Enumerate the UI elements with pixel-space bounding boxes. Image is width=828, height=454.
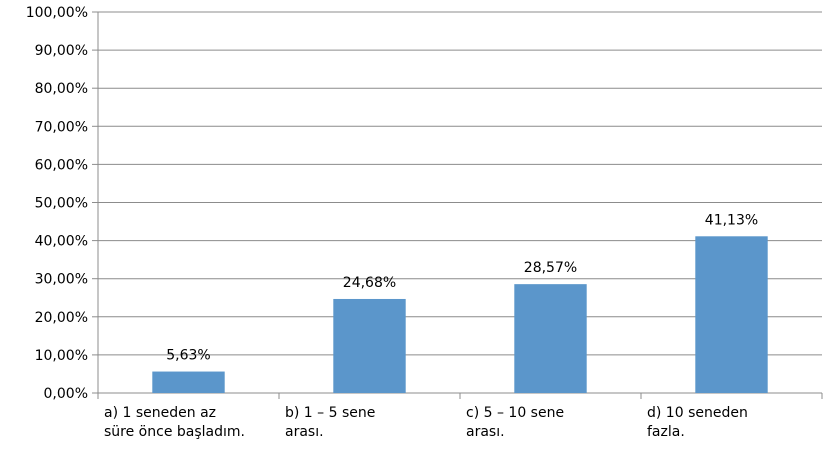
- category-label: b) 1 – 5 sene arası.: [285, 405, 375, 440]
- category-label-line: arası.: [466, 424, 505, 440]
- category-label-line: b) 1 – 5 sene: [285, 405, 375, 421]
- data-label: 5,63%: [166, 348, 210, 364]
- category-label-line: c) 5 – 10 sene: [466, 405, 564, 421]
- y-tick-label: 0,00%: [44, 386, 88, 402]
- y-tick-label: 20,00%: [35, 310, 88, 326]
- category-label-line: arası.: [285, 424, 324, 440]
- y-tick-label: 90,00%: [35, 43, 88, 59]
- bar: [333, 298, 406, 393]
- category-label: d) 10 seneden fazla.: [647, 405, 748, 440]
- y-tick-label: 60,00%: [35, 157, 88, 173]
- data-label: 28,57%: [524, 260, 577, 276]
- bar: [152, 371, 225, 393]
- data-label: 41,13%: [705, 212, 758, 228]
- data-label: 24,68%: [343, 275, 396, 291]
- category-label-line: a) 1 seneden az: [104, 405, 216, 421]
- y-tick-label: 100,00%: [26, 5, 88, 21]
- gridlines: [98, 11, 822, 356]
- y-axis-tick-labels: 0,00% 10,00% 20,00% 30,00% 40,00% 50,00% 60,00…: [26, 5, 88, 402]
- category-labels: a) 1 seneden az süre önce başladım. b) 1 –…: [104, 405, 748, 440]
- y-tick-label: 30,00%: [35, 272, 88, 288]
- bars: [152, 236, 768, 393]
- category-label-line: d) 10 seneden: [647, 405, 748, 421]
- category-label-line: süre önce başladım.: [104, 424, 245, 440]
- y-tick-label: 50,00%: [35, 196, 88, 212]
- category-label: a) 1 seneden az süre önce başladım.: [104, 405, 245, 440]
- category-label: c) 5 – 10 sene arası.: [466, 405, 564, 440]
- y-tick-label: 80,00%: [35, 81, 88, 97]
- y-tick-label: 70,00%: [35, 119, 88, 135]
- y-tick-label: 10,00%: [35, 348, 88, 364]
- y-tick-label: 40,00%: [35, 234, 88, 250]
- bar: [695, 236, 768, 393]
- category-label-line: fazla.: [647, 424, 685, 440]
- bar: [514, 284, 587, 393]
- data-labels: 5,63% 24,68% 28,57% 41,13%: [166, 212, 758, 363]
